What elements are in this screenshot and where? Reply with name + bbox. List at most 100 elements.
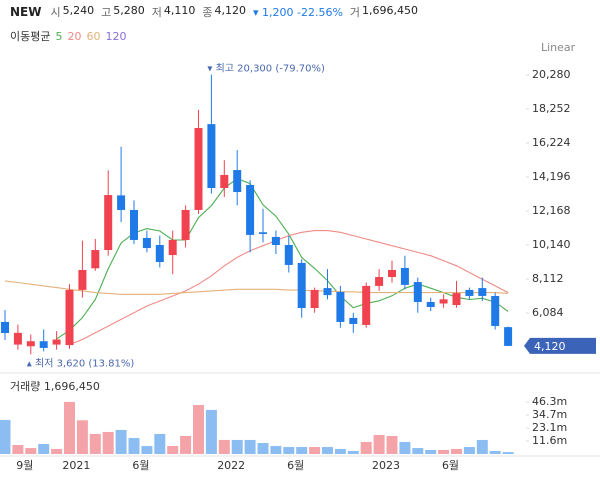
y-tick-label: 6,084 [532,306,564,319]
volume-bar [425,449,437,454]
volume-bar [373,435,385,454]
candle-body [297,262,306,309]
candle-body [362,285,371,325]
volume-bar [451,448,462,454]
ticker-name: NEW [10,5,42,19]
candle-body [349,317,358,324]
volume-bar [128,438,140,454]
last-price-tag [524,337,596,354]
candle-body [142,237,151,249]
volume-bar [399,441,411,454]
candle-body [168,239,177,256]
candle-body [271,236,280,245]
volume-bar [205,409,217,454]
volume-tick-label: 46.3m [532,395,567,408]
candle-body [194,127,203,210]
candle-body [465,289,474,296]
y-tick-label: 12,168 [532,204,571,217]
candle-body [246,184,255,235]
candle-body [65,289,74,346]
volume-bar [218,439,230,454]
y-tick-label: 14,196 [532,170,571,183]
volume-bar [89,433,101,454]
header-item-label: 고 [101,6,112,19]
candle-body [259,232,267,234]
header-item-value: 5,280 [113,4,145,17]
candle-body [78,269,87,290]
x-tick-label: 6월 [287,459,304,472]
candle-body [478,288,487,296]
header-item-value: 5,240 [62,4,95,17]
volume-title: 거래량 1,696,450 [10,380,100,393]
x-tick-label: 2021 [62,459,90,472]
candle-body [181,209,190,240]
volume-bar [167,446,179,454]
y-tick-label: 18,252 [532,102,571,115]
volume-tick-label: 23.1m [532,421,567,434]
header-item-label: 저 [151,6,162,19]
volume-bar [102,431,114,454]
y-tick-label: 16,224 [532,136,571,149]
candle-body [13,332,22,345]
volume-bar [386,436,398,454]
ma-legend-entry: 60 [86,30,101,43]
ma-legend-entry: 20 [67,30,82,43]
volume-tick-label: 11.6m [532,434,567,447]
volume-bar [0,419,11,454]
candle-body [491,295,500,326]
volume-bar [283,447,295,454]
volume-bar [38,443,50,454]
y-tick-label: 8,112 [532,272,564,285]
volume-bar [154,433,166,454]
volume-bar [51,448,63,454]
ma-line [4,280,509,295]
candle-body [117,195,126,210]
volume-bar [296,447,308,454]
volume-bar [322,447,333,454]
header-item: 저 4,110 [152,4,196,20]
volume-tick-label: 34.7m [532,408,567,421]
candle-body [439,299,448,304]
x-tick-label: 2022 [217,459,245,472]
last-price-label: 4,120 [534,340,566,353]
candle-body [504,327,513,346]
candle-body [52,339,61,345]
x-tick-label: 6월 [442,459,459,472]
volume-bar [141,446,153,454]
header-item: 거 1,696,450 [350,4,418,20]
volume-bar [25,448,37,454]
candle-body [323,288,332,296]
ma-legend-entry: 5 [55,30,63,43]
volume-bar [257,442,269,454]
volume-bar [412,448,424,454]
header-item-value: 4,120 [214,4,246,17]
volume-bar [270,446,282,454]
candle-body [1,321,9,334]
candle-body [91,250,100,269]
high-annotation: ▾ 최고 20,300 (-79.70%) [207,63,325,75]
header-item-label: 종 [202,6,213,19]
volume-bar [334,448,346,454]
candle-body [155,244,164,263]
scale-label[interactable]: Linear [541,41,576,54]
candle-body [104,195,113,251]
header-item: 시 5,240 [50,4,94,20]
volume-title-text: 거래량 [10,380,40,393]
candle-body [400,267,409,285]
volume-bar [76,420,88,454]
header-change: ▾ 1,200 -22.56% [252,6,343,19]
header-volume-value: 1,696,450 [362,4,419,17]
volume-bar [115,429,127,454]
x-tick-label: 2023 [372,459,400,472]
candle-body [39,341,48,348]
y-tick-label: 10,140 [532,238,571,251]
candle-body [310,289,319,309]
volume-bar [476,439,488,454]
candle-body [26,341,35,347]
volume-bar [180,436,192,454]
candle-body [233,170,242,193]
candle-body [452,293,461,306]
volume-bar [244,439,256,454]
volume-bar [463,447,475,454]
